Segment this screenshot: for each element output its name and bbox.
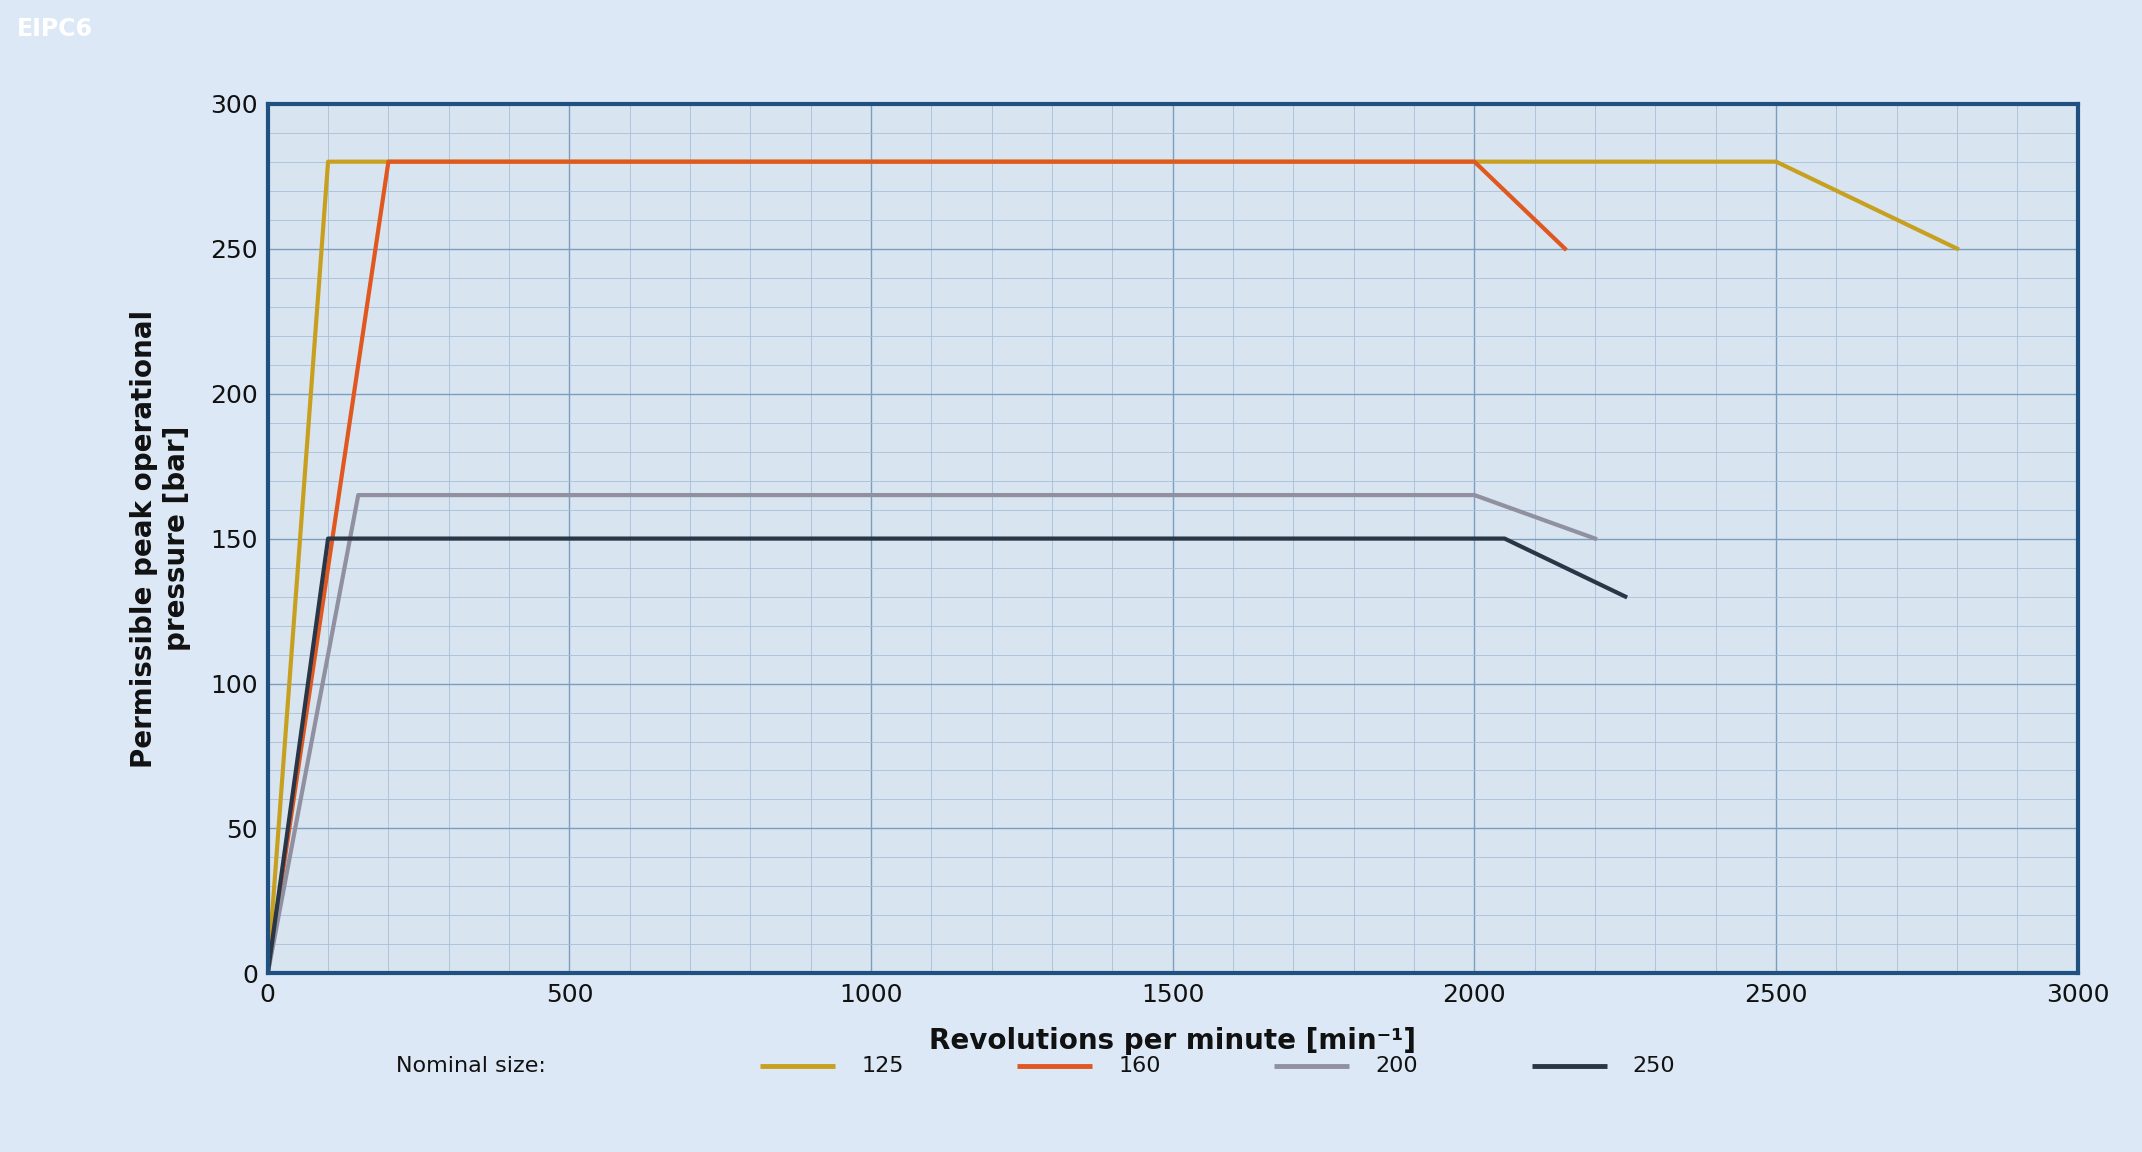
X-axis label: Revolutions per minute [min⁻¹]: Revolutions per minute [min⁻¹] <box>930 1026 1416 1054</box>
Text: 125: 125 <box>861 1055 904 1076</box>
Text: 160: 160 <box>1118 1055 1161 1076</box>
Text: EIPC6: EIPC6 <box>17 16 92 40</box>
Text: 200: 200 <box>1375 1055 1418 1076</box>
Y-axis label: Permissible peak operational
pressure [bar]: Permissible peak operational pressure [b… <box>131 310 191 767</box>
Text: 250: 250 <box>1632 1055 1675 1076</box>
Text: Nominal size:: Nominal size: <box>396 1055 546 1076</box>
